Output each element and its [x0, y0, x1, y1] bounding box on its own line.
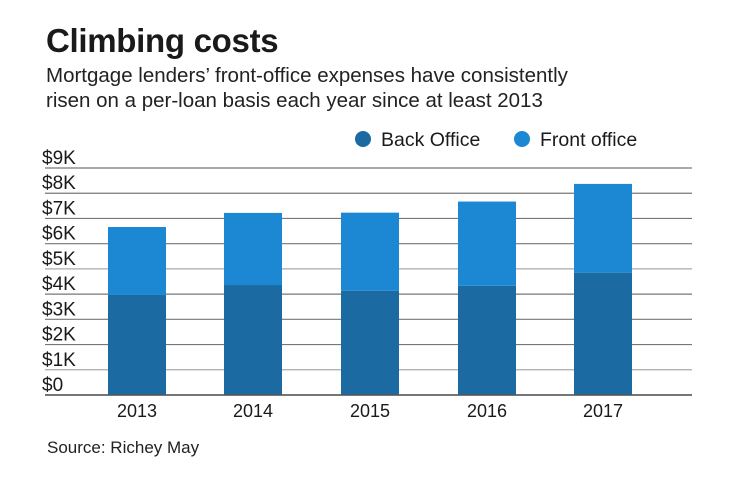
bar-front-office-2015 [341, 212, 399, 291]
chart-subtitle-line-1: Mortgage lenders’ front-office expenses … [46, 64, 568, 87]
y-tick-label: $7K [42, 198, 76, 219]
legend-marker-front-office [514, 131, 530, 147]
bar-back-office-2017 [574, 272, 632, 395]
bar-back-office-2013 [108, 294, 166, 395]
bar-front-office-2016 [458, 201, 516, 286]
chart-subtitle-line-2: risen on a per-loan basis each year sinc… [46, 89, 543, 112]
chart-title: Climbing costs [46, 22, 279, 59]
bar-front-office-2017 [574, 183, 632, 273]
x-tick-label: 2016 [467, 401, 507, 421]
bar-back-office-2014 [224, 285, 282, 395]
legend-marker-back-office [355, 131, 371, 147]
source-note: Source: Richey May [47, 438, 200, 457]
y-tick-label: $5K [42, 249, 76, 270]
y-tick-label: $6K [42, 224, 76, 245]
bar-back-office-2015 [341, 290, 399, 395]
y-tick-label: $9K [42, 148, 76, 169]
x-tick-label: 2014 [233, 401, 273, 421]
y-tick-label: $1K [42, 350, 76, 371]
x-tick-label: 2013 [117, 401, 157, 421]
y-tick-label: $8K [42, 173, 76, 194]
y-tick-label: $4K [42, 274, 76, 295]
legend-label: Back Office [381, 129, 480, 151]
x-tick-label: 2017 [583, 401, 623, 421]
y-tick-label: $0 [42, 375, 63, 396]
bar-back-office-2016 [458, 285, 516, 395]
bar-front-office-2013 [108, 227, 166, 295]
bar-front-office-2014 [224, 212, 282, 286]
legend-label: Front office [540, 129, 637, 151]
y-tick-label: $2K [42, 325, 76, 346]
y-tick-label: $3K [42, 299, 76, 320]
x-tick-label: 2015 [350, 401, 390, 421]
